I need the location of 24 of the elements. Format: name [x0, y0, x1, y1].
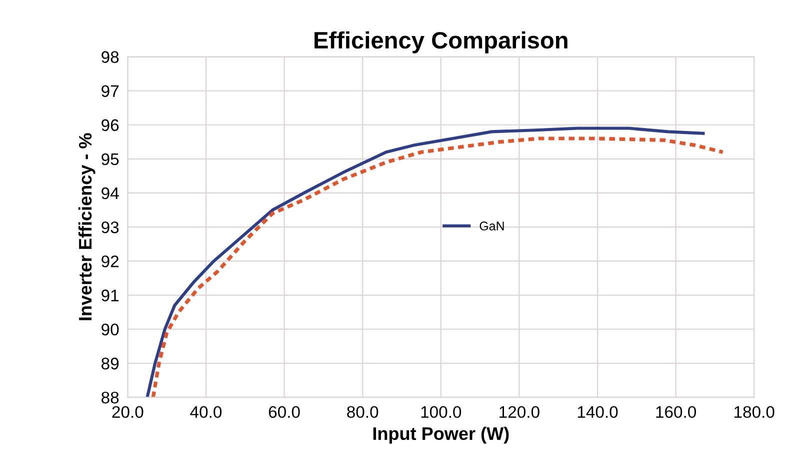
y-tick-label: 90	[102, 324, 119, 336]
y-tick-label: 88	[102, 392, 119, 404]
legend-label: GaN	[480, 222, 504, 230]
x-tick-label: 60.0	[268, 406, 300, 418]
y-tick-label: 92	[102, 255, 119, 268]
x-tick-label: 140.0	[578, 406, 618, 418]
x-tick-label: 180.0	[734, 406, 774, 418]
y-tick-label: 98	[102, 51, 119, 63]
x-tick-label: 80.0	[347, 406, 378, 418]
y-tick-label: 97	[102, 85, 119, 98]
x-tick-label: 160.0	[656, 406, 696, 418]
x-tick-label: 100.0	[421, 406, 462, 418]
y-tick-label: 91	[102, 290, 119, 302]
x-tick-label: 20.0	[112, 406, 144, 418]
x-axis-title: Input Power (W)	[373, 426, 509, 444]
x-tick-label: 40.0	[190, 406, 222, 418]
y-tick-label: 94	[102, 187, 119, 200]
y-tick-label: 95	[102, 153, 119, 166]
chart-title: Efficiency Comparison	[314, 31, 568, 54]
y-tick-label: 96	[102, 119, 119, 132]
y-tick-label: 93	[102, 221, 119, 234]
y-axis-title: Inverter Efficiency - %	[78, 133, 96, 320]
x-tick-label: 120.0	[500, 406, 540, 418]
y-tick-label: 89	[102, 358, 119, 370]
